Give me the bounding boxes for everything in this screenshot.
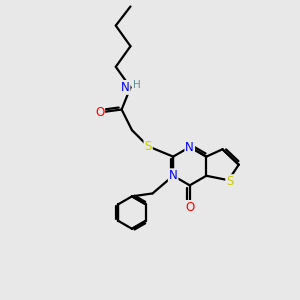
Text: H: H — [133, 80, 141, 90]
Text: N: N — [169, 169, 178, 182]
Text: N: N — [121, 81, 130, 94]
Text: O: O — [95, 106, 104, 119]
Text: O: O — [185, 201, 194, 214]
Text: S: S — [226, 175, 234, 188]
Text: N: N — [185, 141, 194, 154]
Text: S: S — [145, 140, 152, 153]
